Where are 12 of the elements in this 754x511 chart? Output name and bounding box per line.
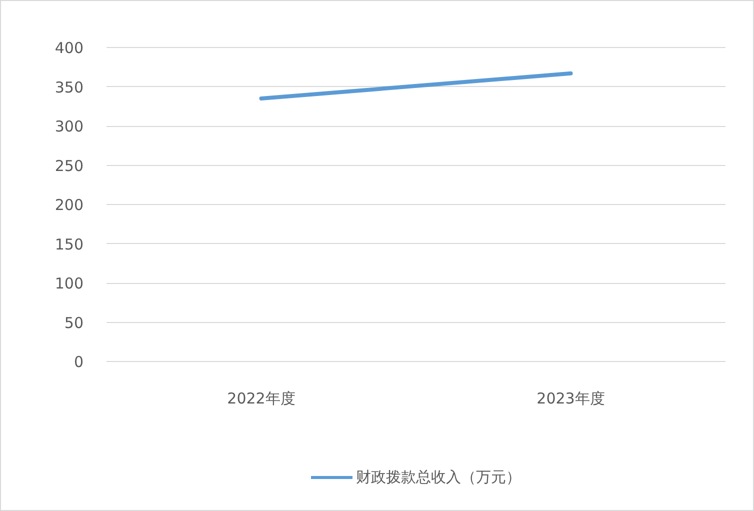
y-tick-label: 250 [54,156,84,175]
y-tick-label: 400 [54,39,84,57]
y-tick-label: 200 [54,196,84,214]
x-tick-label: 2023年度 [536,390,605,408]
y-tick-label: 300 [54,118,84,136]
y-tick-label: 50 [64,314,84,332]
y-tick-label: 350 [54,78,84,96]
y-tick-label: 100 [54,274,84,292]
x-tick-label: 2022年度 [227,390,296,408]
y-tick-label: 150 [54,235,84,254]
legend-label: 财政拨款总收入（万元） [356,468,521,486]
y-tick-label: 0 [74,353,84,371]
